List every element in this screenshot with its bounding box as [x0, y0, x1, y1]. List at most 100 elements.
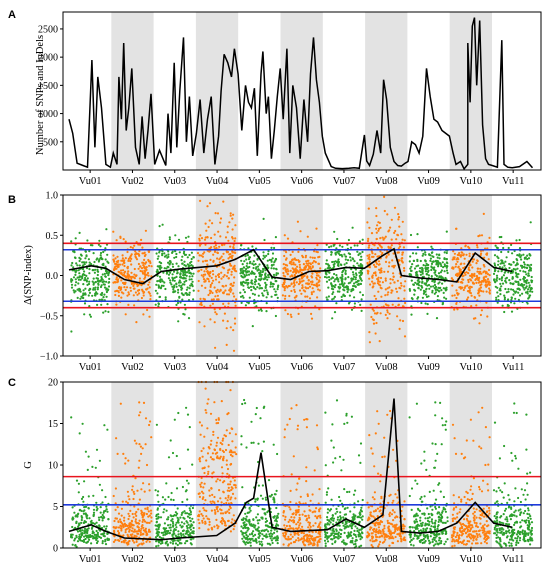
data-point [216, 478, 219, 481]
data-point [376, 410, 379, 413]
data-point [119, 527, 123, 530]
data-point [305, 282, 308, 285]
data-point [212, 279, 215, 282]
data-point [128, 256, 131, 259]
data-point [313, 469, 316, 472]
data-point [331, 292, 334, 296]
data-point [225, 429, 228, 432]
data-point [252, 530, 255, 533]
data-point [174, 234, 177, 237]
data-point [528, 296, 531, 299]
data-point [220, 271, 223, 274]
data-point [222, 491, 225, 494]
data-point [345, 526, 348, 529]
data-point [516, 267, 519, 270]
data-point [328, 509, 331, 512]
data-point [315, 424, 319, 427]
data-point [209, 456, 212, 459]
data-point [233, 317, 237, 320]
data-point [71, 261, 74, 265]
data-point [396, 279, 399, 282]
y-tick-label: 2000 [38, 53, 58, 64]
data-point [191, 463, 194, 466]
data-point [269, 285, 272, 288]
data-point [142, 542, 145, 545]
data-point [515, 275, 518, 278]
data-point [342, 288, 345, 291]
data-point [202, 507, 205, 510]
data-point [275, 506, 278, 510]
data-point [283, 234, 286, 237]
data-point [331, 538, 334, 541]
data-point [256, 258, 259, 261]
panel-b-y-axis-label: Δ(SNP-index) [23, 245, 34, 305]
data-point [359, 276, 362, 279]
data-point [133, 439, 136, 442]
data-point [377, 276, 380, 279]
data-point [403, 297, 406, 300]
data-point [287, 270, 290, 273]
data-point [377, 283, 381, 286]
data-point [298, 501, 301, 504]
data-point [221, 472, 224, 475]
data-point [142, 532, 145, 536]
data-point [171, 251, 174, 254]
data-point [186, 526, 189, 530]
data-point [239, 295, 243, 298]
data-point [378, 521, 381, 525]
data-point [79, 297, 82, 300]
data-point [76, 264, 79, 267]
data-point [438, 290, 441, 293]
data-point [217, 298, 220, 301]
data-point [333, 272, 336, 276]
data-point [79, 530, 82, 533]
data-point [512, 293, 515, 296]
data-point [297, 509, 300, 512]
data-point [342, 458, 345, 461]
data-point [260, 309, 263, 312]
data-point [122, 269, 125, 272]
data-point [147, 260, 150, 263]
data-point [254, 500, 257, 503]
data-point [88, 305, 91, 308]
data-point [87, 294, 90, 297]
data-point [501, 304, 504, 307]
data-point [276, 285, 280, 289]
data-point [482, 290, 485, 293]
data-point [370, 232, 374, 235]
data-point [377, 472, 380, 475]
data-point [219, 447, 222, 451]
data-point [214, 275, 217, 278]
data-point [126, 294, 129, 297]
data-point [337, 537, 340, 540]
data-point [300, 292, 303, 295]
data-point [88, 268, 91, 271]
data-point [324, 542, 327, 545]
data-point [482, 276, 485, 279]
data-point [135, 540, 138, 544]
data-point [304, 544, 307, 547]
data-point [338, 455, 342, 458]
data-point [332, 519, 335, 522]
data-point [316, 517, 319, 520]
data-point [78, 275, 81, 278]
data-point [328, 523, 331, 526]
data-point [268, 495, 271, 498]
y-tick-label: 500 [43, 137, 58, 148]
data-point [265, 296, 268, 299]
data-point [127, 277, 130, 280]
data-point [158, 275, 162, 278]
data-point [315, 282, 318, 285]
data-point [171, 276, 174, 279]
chromosome-label-vu11: Vu11 [502, 362, 524, 373]
data-point [261, 533, 264, 536]
data-point [393, 511, 396, 514]
data-point [306, 275, 309, 278]
data-point [210, 246, 213, 249]
data-point [505, 291, 508, 294]
data-point [166, 530, 169, 533]
data-point [429, 257, 432, 260]
data-point [133, 492, 136, 495]
data-point [377, 545, 380, 548]
data-point [267, 530, 270, 533]
